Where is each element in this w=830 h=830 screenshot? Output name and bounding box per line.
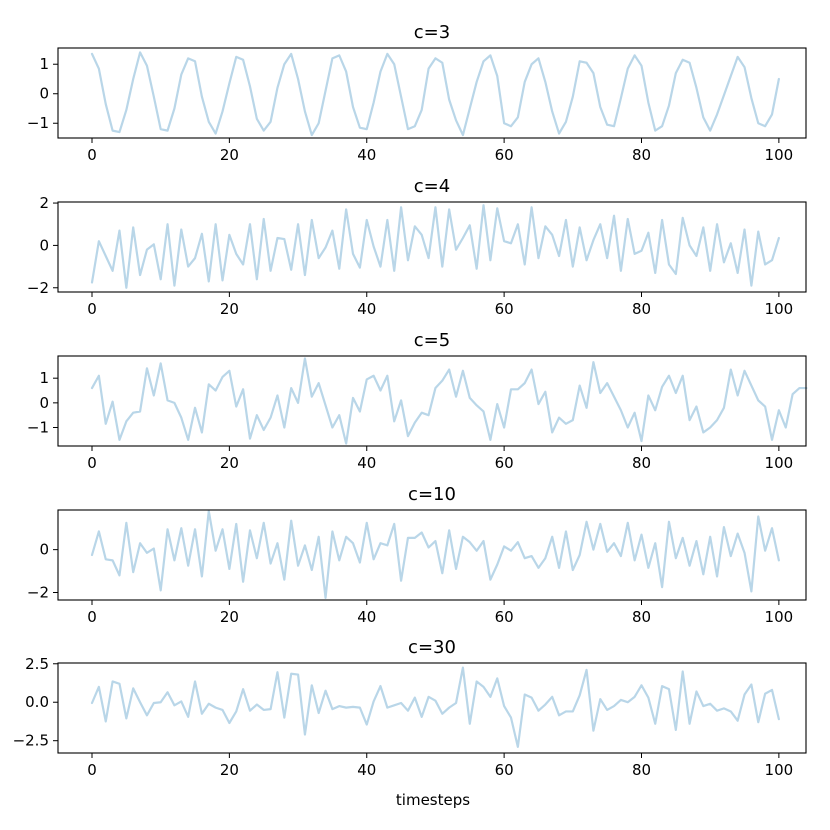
- subplot-title: c=3: [414, 22, 450, 43]
- y-tick-label: 0: [39, 394, 49, 412]
- x-tick-label: 60: [495, 300, 514, 318]
- x-axis-label: timesteps: [396, 791, 470, 809]
- series-line: [90, 204, 780, 289]
- x-tick-label: 60: [495, 761, 514, 779]
- x-tick-label: 80: [632, 300, 651, 318]
- y-tick-label: 2: [39, 194, 49, 212]
- x-tick-label: 40: [357, 454, 376, 472]
- x-tick-label: 40: [357, 300, 376, 318]
- x-tick-label: 20: [220, 608, 239, 626]
- x-tick-label: 40: [357, 608, 376, 626]
- x-tick-label: 0: [87, 608, 97, 626]
- x-tick-label: 80: [632, 146, 651, 164]
- x-tick-label: 80: [632, 608, 651, 626]
- x-tick-label: 20: [220, 300, 239, 318]
- x-tick-label: 20: [220, 454, 239, 472]
- x-tick-label: 80: [632, 454, 651, 472]
- subplot-4: c=10 0 20 40 60 80 100 −2 0: [27, 484, 807, 626]
- y-tick-label: 0: [39, 541, 49, 559]
- x-tick-label: 40: [357, 146, 376, 164]
- subplot-3: c=5 0 20 40 60 80 100 −1 0 1: [27, 330, 808, 472]
- x-tick-label: 0: [87, 454, 97, 472]
- x-tick-label: 100: [765, 146, 794, 164]
- y-tick-label: −2.5: [13, 732, 49, 750]
- x-tick-label: 40: [357, 761, 376, 779]
- y-tick-label: −1: [27, 419, 49, 437]
- y-tick-label: −2: [27, 584, 49, 602]
- x-tick-label: 100: [765, 761, 794, 779]
- y-tick-label: 0.0: [25, 693, 49, 711]
- subplot-5: c=30 0 20 40 60 80 100 −2.5 0.0 2.5: [13, 637, 807, 779]
- x-tick-label: 20: [220, 761, 239, 779]
- x-tick-label: 60: [495, 454, 514, 472]
- axes-frame: [57, 47, 807, 139]
- y-tick-label: 1: [39, 369, 49, 387]
- series-line: [90, 51, 780, 137]
- x-tick-label: 0: [87, 300, 97, 318]
- axes-frame: [57, 355, 807, 447]
- subplot-2: c=4 0 20 40 60 80 100 −2 0 2: [27, 176, 807, 318]
- x-tick-label: 100: [765, 608, 794, 626]
- x-tick-label: 20: [220, 146, 239, 164]
- axes-frame: [57, 201, 807, 293]
- x-tick-label: 0: [87, 146, 97, 164]
- x-tick-label: 80: [632, 761, 651, 779]
- subplot-1: c=3 0 20 40 60 80 100 −1 0 1: [27, 22, 807, 164]
- series-line: [90, 357, 808, 445]
- x-tick-label: 0: [87, 761, 97, 779]
- subplot-title: c=4: [414, 176, 450, 197]
- series-line: [90, 666, 780, 748]
- y-tick-label: −1: [27, 114, 49, 132]
- subplot-title: c=5: [414, 330, 450, 351]
- axes-frame: [57, 509, 807, 601]
- y-tick-label: 0: [39, 85, 49, 103]
- subplot-title: c=30: [408, 637, 456, 658]
- x-tick-label: 60: [495, 608, 514, 626]
- series-line: [90, 509, 780, 599]
- y-tick-label: −2: [27, 279, 49, 297]
- y-tick-label: 0: [39, 236, 49, 254]
- axes-frame: [57, 662, 807, 754]
- x-tick-label: 100: [765, 300, 794, 318]
- y-tick-label: 2.5: [25, 655, 49, 673]
- y-tick-label: 1: [39, 55, 49, 73]
- subplot-title: c=10: [408, 484, 456, 505]
- x-tick-label: 60: [495, 146, 514, 164]
- x-tick-label: 100: [765, 454, 794, 472]
